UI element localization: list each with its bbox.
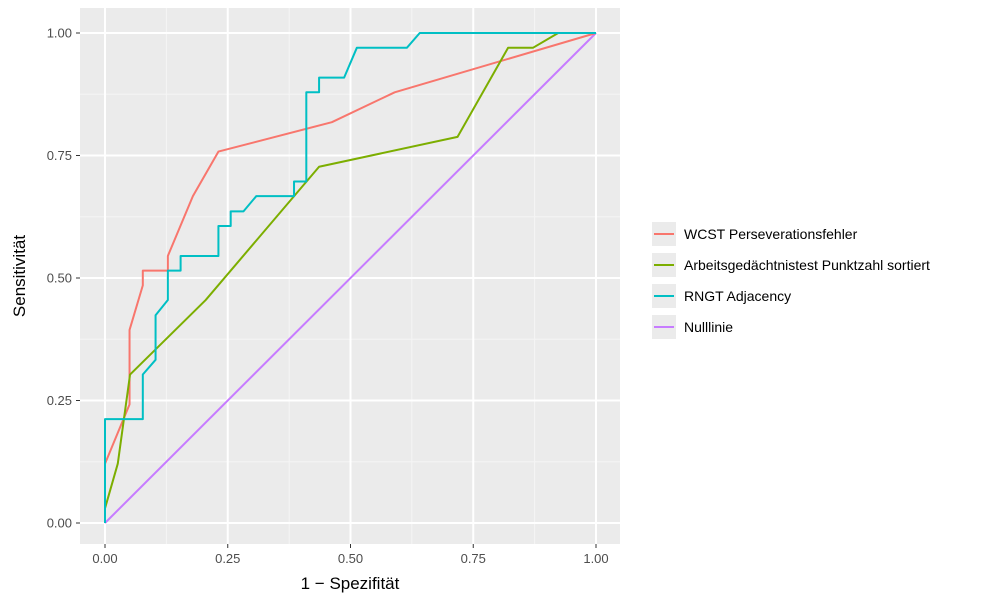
series-layer	[104, 32, 597, 524]
legend-label: WCST Perseverationsfehler	[684, 226, 858, 242]
legend-item: WCST Perseverationsfehler	[652, 222, 858, 246]
legend-label: RNGT Adjacency	[684, 288, 791, 304]
x-tick-label: 0.75	[461, 551, 486, 566]
y-tick-label: 0.25	[47, 393, 72, 408]
series-line-rngt-adjacency	[104, 32, 596, 523]
legend: WCST Perseverationsfehler Arbeitsgedächtn…	[652, 222, 930, 339]
y-axis-title: Sensitivität	[10, 235, 29, 317]
y-tick-label: 0.00	[47, 516, 72, 531]
x-axis-title: 1 − Spezifität	[301, 574, 400, 593]
series-line-nulllinie	[104, 32, 597, 524]
x-tick-label: 0.00	[92, 551, 117, 566]
series-line-arbeitsged-chtnistest-punktzahl-sortiert	[104, 32, 596, 523]
y-tick-label: 0.75	[47, 148, 72, 163]
legend-item: Nulllinie	[652, 315, 733, 339]
legend-label: Nulllinie	[684, 319, 733, 335]
y-tick-label: 0.50	[47, 271, 72, 286]
x-tick-label: 0.25	[215, 551, 240, 566]
x-tick-label: 1.00	[583, 551, 608, 566]
legend-item: Arbeitsgedächtnistest Punktzahl sortiert	[652, 253, 930, 277]
x-tick-label: 0.50	[338, 551, 363, 566]
y-tick-label: 1.00	[47, 26, 72, 41]
y-axis-ticks: 0.00 0.25 0.50 0.75 1.00	[47, 26, 80, 531]
x-axis-ticks: 0.00 0.25 0.50 0.75 1.00	[92, 544, 609, 566]
legend-label: Arbeitsgedächtnistest Punktzahl sortiert	[684, 257, 930, 273]
legend-item: RNGT Adjacency	[652, 284, 791, 308]
